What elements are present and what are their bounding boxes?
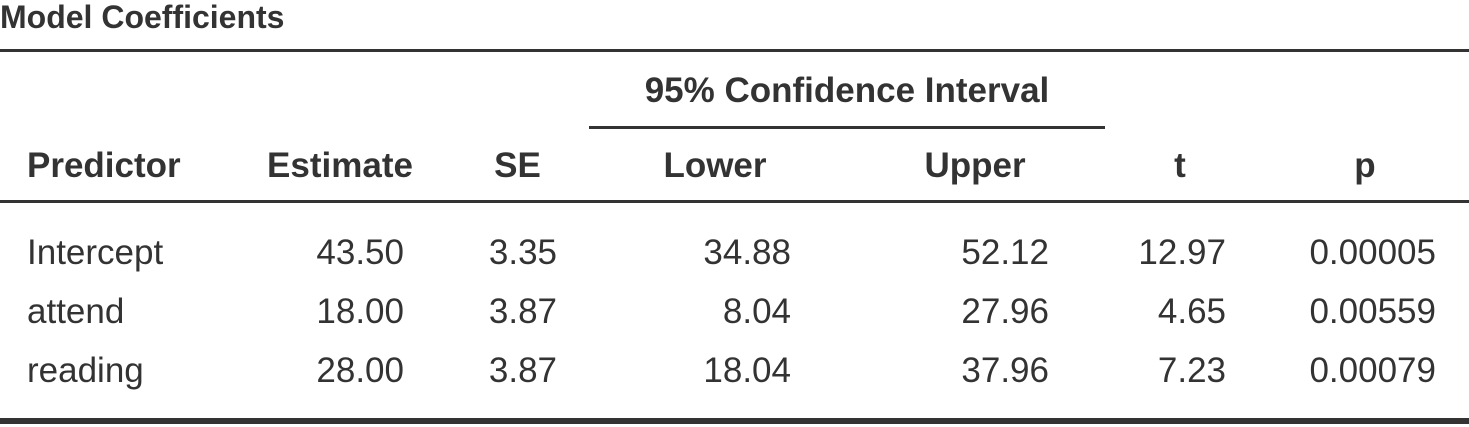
cell-upper: 27.96 (961, 292, 1049, 331)
cell-se: 3.35 (488, 233, 557, 272)
table-bottom-rule (0, 418, 1469, 424)
cell-t: 7.23 (1157, 351, 1226, 390)
column-header-p: p (1354, 146, 1376, 185)
column-header-se: SE (494, 146, 541, 185)
cell-upper: 52.12 (961, 233, 1049, 272)
header-bottom-rule (0, 200, 1469, 203)
column-header-t: t (1174, 146, 1186, 185)
cell-p: 0.00005 (1309, 233, 1436, 272)
cell-predictor: Intercept (27, 233, 164, 272)
column-header-predictor: Predictor (27, 146, 181, 185)
cell-se: 3.87 (488, 292, 557, 331)
column-header-lower: Lower (663, 146, 767, 185)
cell-predictor: reading (27, 351, 144, 390)
cell-lower: 8.04 (722, 292, 791, 331)
table-top-rule (0, 49, 1469, 52)
cell-lower: 34.88 (703, 233, 791, 272)
cell-p: 0.00079 (1309, 351, 1436, 390)
column-header-upper: Upper (924, 146, 1026, 185)
cell-t: 12.97 (1138, 233, 1226, 272)
cell-t: 4.65 (1157, 292, 1226, 331)
cell-lower: 18.04 (703, 351, 791, 390)
cell-estimate: 18.00 (316, 292, 404, 331)
table-title: Model Coefficients (0, 0, 285, 35)
cell-predictor: attend (27, 292, 125, 331)
confidence-interval-underline (589, 126, 1105, 129)
confidence-interval-group-header: 95% Confidence Interval (644, 71, 1050, 110)
cell-estimate: 43.50 (316, 233, 404, 272)
cell-upper: 37.96 (961, 351, 1049, 390)
cell-se: 3.87 (488, 351, 557, 390)
column-header-estimate: Estimate (267, 146, 413, 185)
cell-p: 0.00559 (1309, 292, 1436, 331)
cell-estimate: 28.00 (316, 351, 404, 390)
